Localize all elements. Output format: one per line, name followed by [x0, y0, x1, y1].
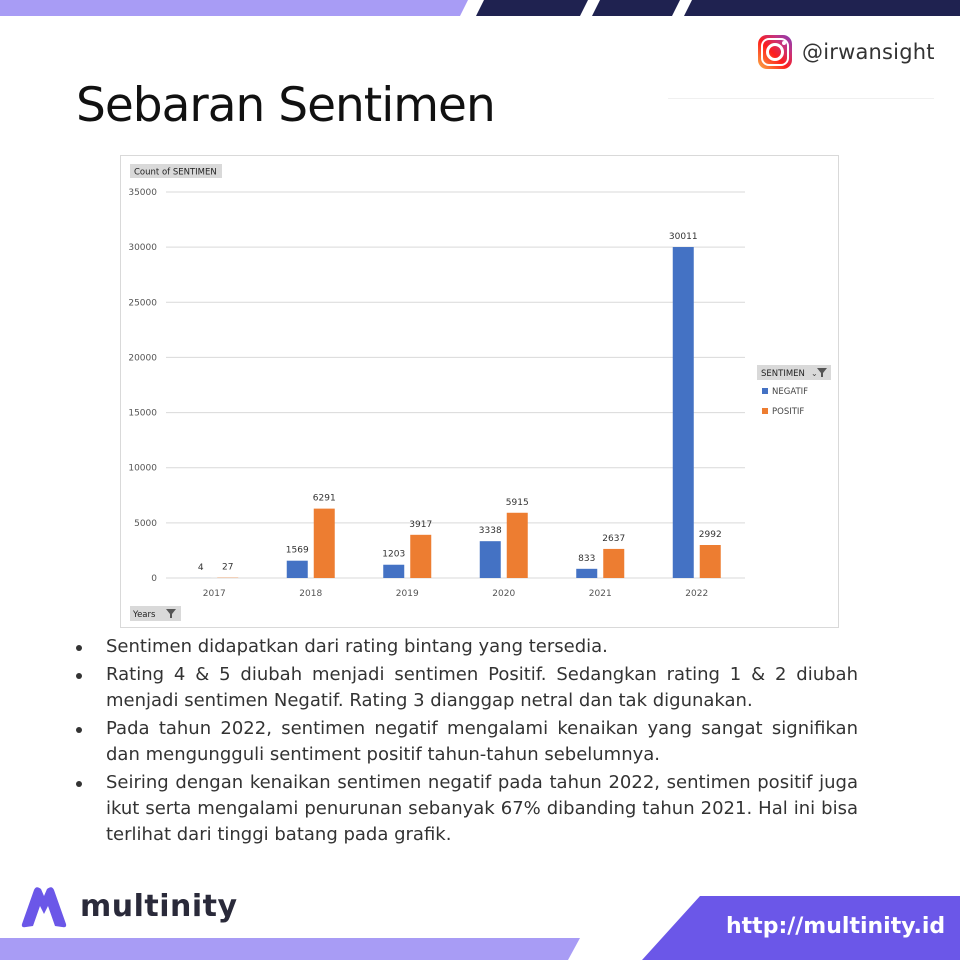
data-label: 3338	[479, 526, 502, 536]
page-title: Sebaran Sentimen	[76, 78, 496, 133]
bullet-text: Sentimen didapatkan dari rating bintang …	[106, 636, 608, 657]
y-tick-label: 0	[151, 574, 157, 584]
bar-negatif[interactable]	[286, 560, 308, 578]
y-tick-label: 35000	[128, 188, 157, 198]
bar-positif[interactable]	[603, 548, 625, 578]
y-tick-label: 20000	[128, 353, 157, 363]
bar-positif[interactable]	[410, 534, 432, 578]
footer-url-link[interactable]: http://multinity.id	[726, 914, 946, 939]
data-label: 2637	[602, 534, 625, 544]
y-tick-label: 10000	[128, 464, 157, 474]
data-label: 1203	[382, 550, 405, 560]
x-tick-label: 2020	[492, 589, 515, 599]
top-stripes	[0, 0, 960, 16]
brand-name: multinity	[80, 888, 238, 924]
bar-positif[interactable]	[313, 508, 335, 578]
y-tick-label: 25000	[128, 298, 157, 308]
brand-logo[interactable]: multinity	[18, 884, 238, 928]
legend-label: POSITIF	[772, 407, 804, 417]
legend-swatch	[762, 408, 768, 414]
data-label: 27	[222, 563, 233, 573]
bar-chart: Count of SENTIMEN Years 0 5000 10000 15000 2…	[128, 164, 831, 621]
bar-positif[interactable]	[699, 545, 721, 578]
bullet-item: Seiring dengan kenaikan sentimen negatif…	[76, 770, 858, 848]
y-tick-label: 30000	[128, 243, 157, 253]
data-label: 6291	[313, 494, 336, 504]
data-label: 30011	[669, 232, 698, 242]
badge-divider	[668, 98, 934, 99]
bar-positif[interactable]	[506, 512, 528, 578]
y-tick-label: 15000	[128, 409, 157, 419]
data-label: 4	[198, 563, 204, 573]
x-tick-label: 2021	[589, 589, 612, 599]
legend-label: NEGATIF	[772, 387, 808, 397]
instagram-badge: @irwansight	[758, 32, 935, 72]
legend-field-label: SENTIMEN	[761, 369, 805, 379]
bullet-item: Rating 4 & 5 diubah menjadi sentimen Pos…	[76, 662, 858, 714]
data-label: 833	[578, 554, 595, 564]
bullet-dot-icon	[76, 645, 82, 651]
bar-negatif[interactable]	[672, 247, 694, 578]
legend-field-button[interactable]: SENTIMEN ⌄	[757, 365, 831, 380]
bar-negatif[interactable]	[383, 564, 405, 578]
bullet-text: Pada tahun 2022, sentimen negatif mengal…	[106, 718, 858, 765]
x-tick-label: 2017	[203, 589, 226, 599]
axis-field-label: Years	[132, 610, 156, 620]
data-label: 1569	[286, 546, 309, 556]
x-tick-label: 2018	[299, 589, 322, 599]
bullet-item: Sentimen didapatkan dari rating bintang …	[76, 634, 858, 660]
svg-text:⌄: ⌄	[811, 369, 818, 378]
bullet-text: Rating 4 & 5 diubah menjadi sentimen Pos…	[106, 664, 858, 711]
bullet-dot-icon	[76, 673, 82, 679]
footer-banner	[0, 896, 960, 960]
filter-icon	[166, 609, 176, 618]
data-label: 2992	[699, 530, 722, 540]
multinity-logo-icon	[21, 887, 67, 928]
value-field-button[interactable]: Count of SENTIMEN	[130, 164, 222, 178]
x-tick-label: 2019	[396, 589, 419, 599]
legend: SENTIMEN ⌄ NEGATIF POSITIF	[757, 365, 831, 417]
bar-negatif[interactable]	[479, 541, 501, 578]
legend-swatch	[762, 388, 768, 394]
instagram-handle: @irwansight	[802, 40, 935, 64]
legend-filter-icon	[817, 368, 827, 377]
instagram-icon	[758, 35, 792, 69]
value-field-label: Count of SENTIMEN	[134, 168, 217, 178]
bullet-text: Seiring dengan kenaikan sentimen negatif…	[106, 772, 858, 845]
bar-negatif[interactable]	[576, 568, 598, 578]
axis-field-button[interactable]: Years	[130, 606, 181, 621]
bullet-dot-icon	[76, 781, 82, 787]
y-tick-label: 5000	[134, 519, 157, 529]
data-label: 5915	[506, 498, 529, 508]
bullet-item: Pada tahun 2022, sentimen negatif mengal…	[76, 716, 858, 768]
chart-container: Count of SENTIMEN Years 0 5000 10000 15000 2…	[120, 155, 839, 628]
bullet-list: Sentimen didapatkan dari rating bintang …	[76, 634, 858, 850]
x-tick-label: 2022	[685, 589, 708, 599]
bullet-dot-icon	[76, 727, 82, 733]
data-label: 3917	[409, 520, 432, 530]
